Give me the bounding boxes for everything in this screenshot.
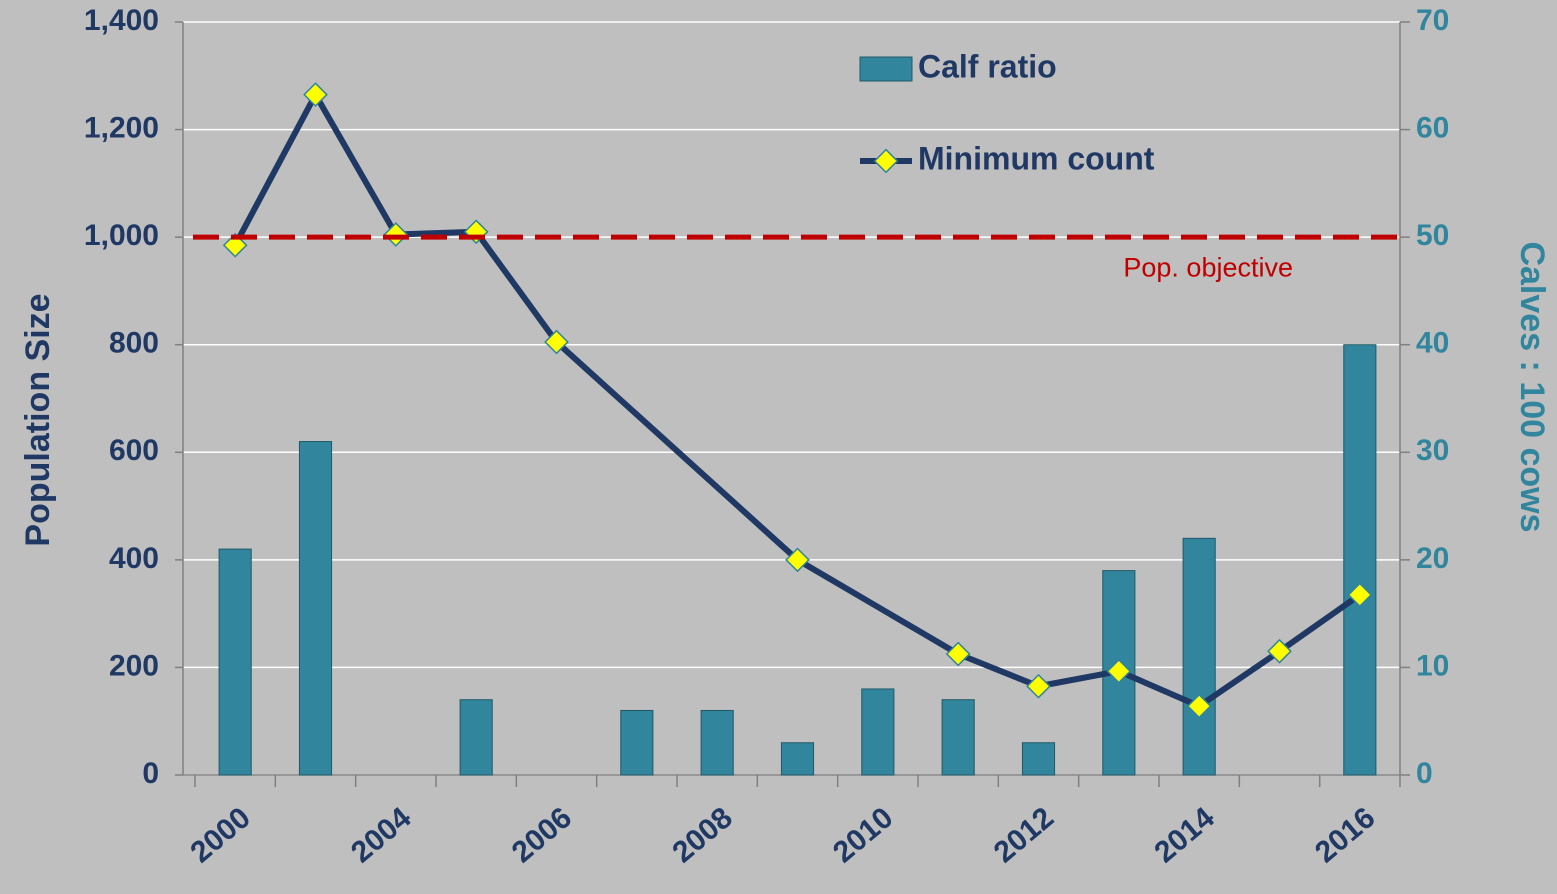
y-tick-label: 1,200 — [84, 111, 159, 144]
bar — [941, 699, 975, 776]
x-tick-label: 2010 — [827, 801, 899, 869]
bar — [700, 709, 734, 776]
bar — [1343, 344, 1377, 776]
y-tick-label: 600 — [109, 434, 159, 467]
x-tick-label: 2000 — [184, 801, 256, 869]
x-tick-label: 2006 — [506, 801, 578, 869]
y2-tick-label: 60 — [1416, 111, 1449, 144]
line — [232, 91, 1362, 710]
bar — [780, 742, 815, 776]
legend-label: Minimum count — [918, 140, 1155, 176]
bar — [298, 441, 333, 776]
y2-tick-label: 10 — [1416, 649, 1449, 682]
y-tick-label: 400 — [109, 542, 159, 575]
marker — [785, 547, 810, 573]
bar — [1182, 537, 1216, 776]
marker — [1186, 693, 1212, 719]
bar — [459, 699, 493, 776]
marker — [1347, 582, 1373, 608]
bar — [620, 709, 654, 776]
legend-label: Calf ratio — [918, 48, 1057, 84]
y-axis-title: Population Size — [19, 293, 57, 546]
legend-swatch — [859, 56, 913, 82]
marker — [1106, 658, 1132, 684]
y2-tick-label: 0 — [1416, 757, 1433, 790]
reference-label: Pop. objective — [1123, 252, 1293, 282]
y2-tick-label: 20 — [1416, 542, 1449, 575]
bar — [861, 688, 895, 776]
x-tick-label: 2012 — [988, 801, 1060, 869]
y-tick-label: 1,000 — [84, 219, 159, 252]
y2-axis-title: Calves : 100 cows — [1513, 241, 1551, 532]
x-tick-label: 2008 — [666, 801, 738, 869]
marker — [544, 329, 569, 355]
marker — [1267, 638, 1292, 664]
y2-tick-label: 70 — [1416, 4, 1449, 37]
y-tick-label: 800 — [109, 327, 159, 360]
marker — [303, 82, 328, 107]
x-tick-label: 2004 — [345, 801, 418, 869]
x-tick-label: 2014 — [1148, 801, 1221, 869]
x-tick-label: 2016 — [1309, 801, 1381, 869]
y-tick-label: 1,400 — [84, 4, 159, 37]
y-tick-label: 0 — [142, 757, 159, 790]
marker — [1026, 673, 1051, 699]
bar — [1021, 742, 1056, 776]
legend-marker — [873, 148, 899, 174]
y2-tick-label: 30 — [1416, 434, 1449, 467]
marker — [383, 222, 409, 247]
y-tick-label: 200 — [109, 649, 159, 682]
marker — [945, 641, 971, 667]
y2-tick-label: 50 — [1416, 219, 1449, 252]
bar — [218, 548, 252, 776]
y2-tick-label: 40 — [1416, 327, 1449, 360]
